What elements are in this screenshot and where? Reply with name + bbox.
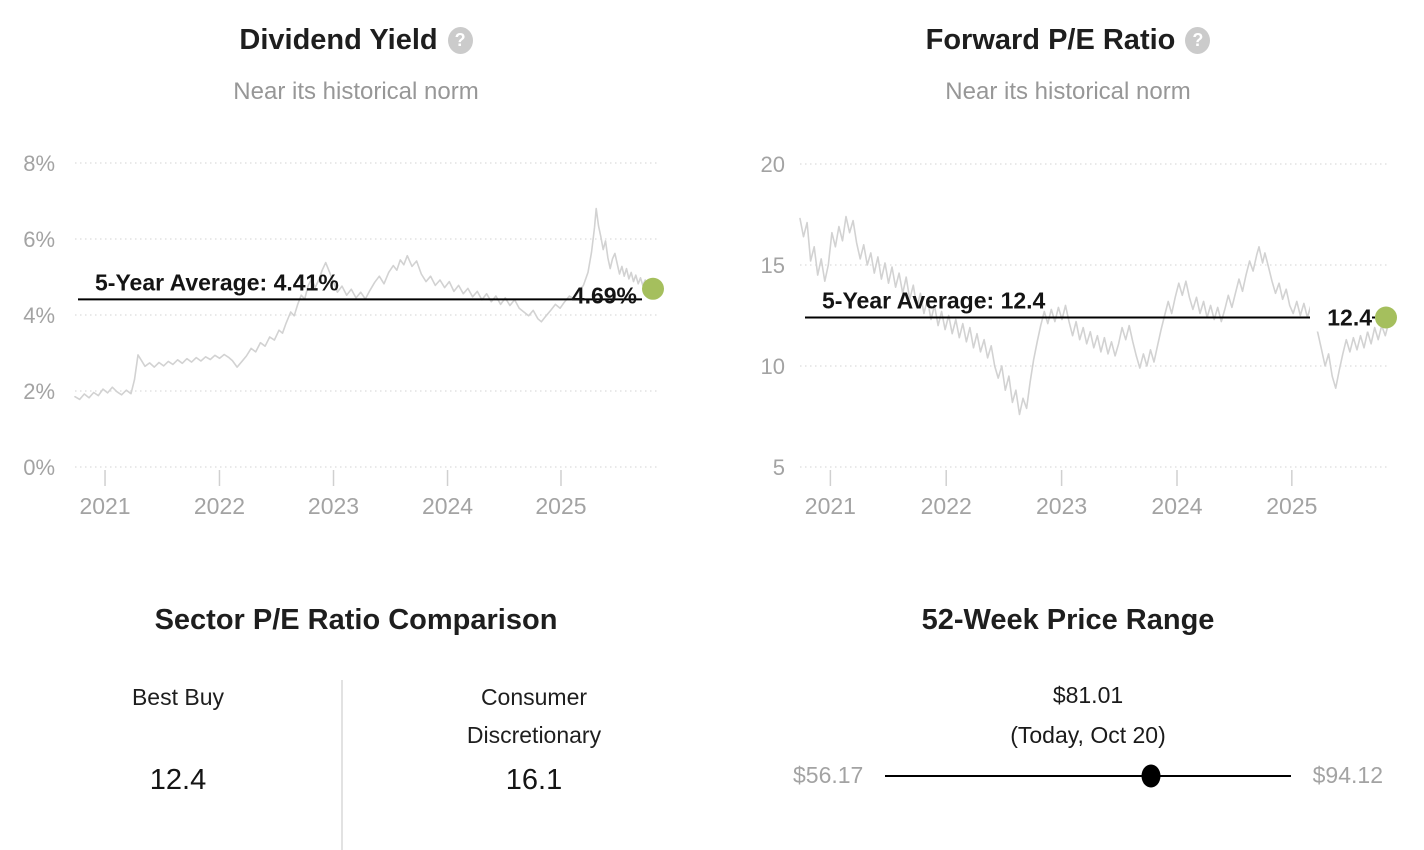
help-question-icon[interactable]: ? <box>447 26 473 54</box>
svg-text:2025: 2025 <box>535 493 586 519</box>
forward-pe-title: Forward P/E Ratio <box>925 24 1176 56</box>
svg-text:2022: 2022 <box>921 493 972 519</box>
svg-text:0%: 0% <box>23 455 55 480</box>
price-range-track: $81.01 (Today, Oct 20) <box>885 682 1291 787</box>
svg-text:2022: 2022 <box>194 493 245 519</box>
dividend-yield-line-chart[interactable]: 0% 2% 4% 6% 8% 2021 2022 2023 2024 2025 5-Year Ave… <box>0 140 712 535</box>
sector-pe-company-column: Best Buy 12.4 <box>0 678 356 797</box>
forward-pe-line-chart[interactable]: 5 10 15 20 2021 2022 2023 2024 2025 5-Year Averag… <box>712 140 1424 535</box>
svg-text:2025: 2025 <box>1266 493 1317 519</box>
svg-text:4.69%: 4.69% <box>572 282 637 308</box>
price-range-title: 52-Week Price Range <box>921 604 1215 636</box>
current-price-value: $81.01 <box>1052 681 1124 708</box>
current-price-marker-dot <box>1141 764 1161 787</box>
sector-pe-columns: Best Buy 12.4 Consumer Discretionary 16.… <box>0 678 712 797</box>
svg-text:12.4: 12.4 <box>1327 305 1372 331</box>
svg-text:2023: 2023 <box>308 493 359 519</box>
svg-text:5-Year Average: 4.41%: 5-Year Average: 4.41% <box>95 269 339 295</box>
svg-text:5-Year Average: 12.4: 5-Year Average: 12.4 <box>822 288 1046 314</box>
sector-pe-title: Sector P/E Ratio Comparison <box>154 604 558 636</box>
price-range-card: 52-Week Price Range $56.17 $81.01 (Today… <box>712 580 1424 850</box>
svg-text:2023: 2023 <box>1036 493 1087 519</box>
help-question-icon[interactable]: ? <box>1185 26 1211 54</box>
price-range-low-label: $56.17 <box>793 762 864 788</box>
dividend-yield-header: Dividend Yield ? Near its historical nor… <box>0 0 712 107</box>
svg-text:15: 15 <box>761 253 785 278</box>
forward-pe-subtitle: Near its historical norm <box>945 78 1191 105</box>
price-range-high-label: $94.12 <box>1312 762 1383 788</box>
forward-pe-card: Forward P/E Ratio ? Near its historical … <box>712 0 1424 580</box>
company-pe-value: 12.4 <box>149 764 207 796</box>
current-price-callout: $81.01 (Today, Oct 20) <box>908 675 1268 755</box>
svg-text:2%: 2% <box>23 379 55 404</box>
svg-text:8%: 8% <box>23 151 55 176</box>
dividend-yield-title: Dividend Yield <box>239 24 438 56</box>
svg-text:2024: 2024 <box>422 493 473 519</box>
sector-pe-comparison-card: Sector P/E Ratio Comparison Best Buy 12.… <box>0 580 712 850</box>
svg-text:2021: 2021 <box>805 493 856 519</box>
forward-pe-header: Forward P/E Ratio ? Near its historical … <box>712 0 1424 107</box>
svg-text:2021: 2021 <box>79 493 130 519</box>
dividend-yield-card: Dividend Yield ? Near its historical nor… <box>0 0 712 580</box>
sector-pe-header: Sector P/E Ratio Comparison <box>0 580 712 638</box>
column-divider <box>341 680 343 850</box>
svg-text:20: 20 <box>761 152 785 177</box>
svg-text:4%: 4% <box>23 303 55 328</box>
company-name-label: Best Buy <box>131 684 225 710</box>
svg-text:6%: 6% <box>23 227 55 252</box>
dividend-yield-subtitle: Near its historical norm <box>233 78 479 105</box>
price-range-header: 52-Week Price Range <box>712 580 1424 638</box>
price-range-widget: $56.17 $81.01 (Today, Oct 20) $94.12 <box>793 682 1383 789</box>
svg-text:10: 10 <box>761 354 785 379</box>
svg-text:2024: 2024 <box>1151 493 1202 519</box>
sector-pe-value: 16.1 <box>505 764 563 796</box>
sector-name-label: Consumer Discretionary <box>466 684 602 748</box>
current-price-note: (Today, Oct 20) <box>1010 721 1166 748</box>
sector-pe-sector-column: Consumer Discretionary 16.1 <box>356 678 712 797</box>
svg-text:5: 5 <box>773 455 785 480</box>
